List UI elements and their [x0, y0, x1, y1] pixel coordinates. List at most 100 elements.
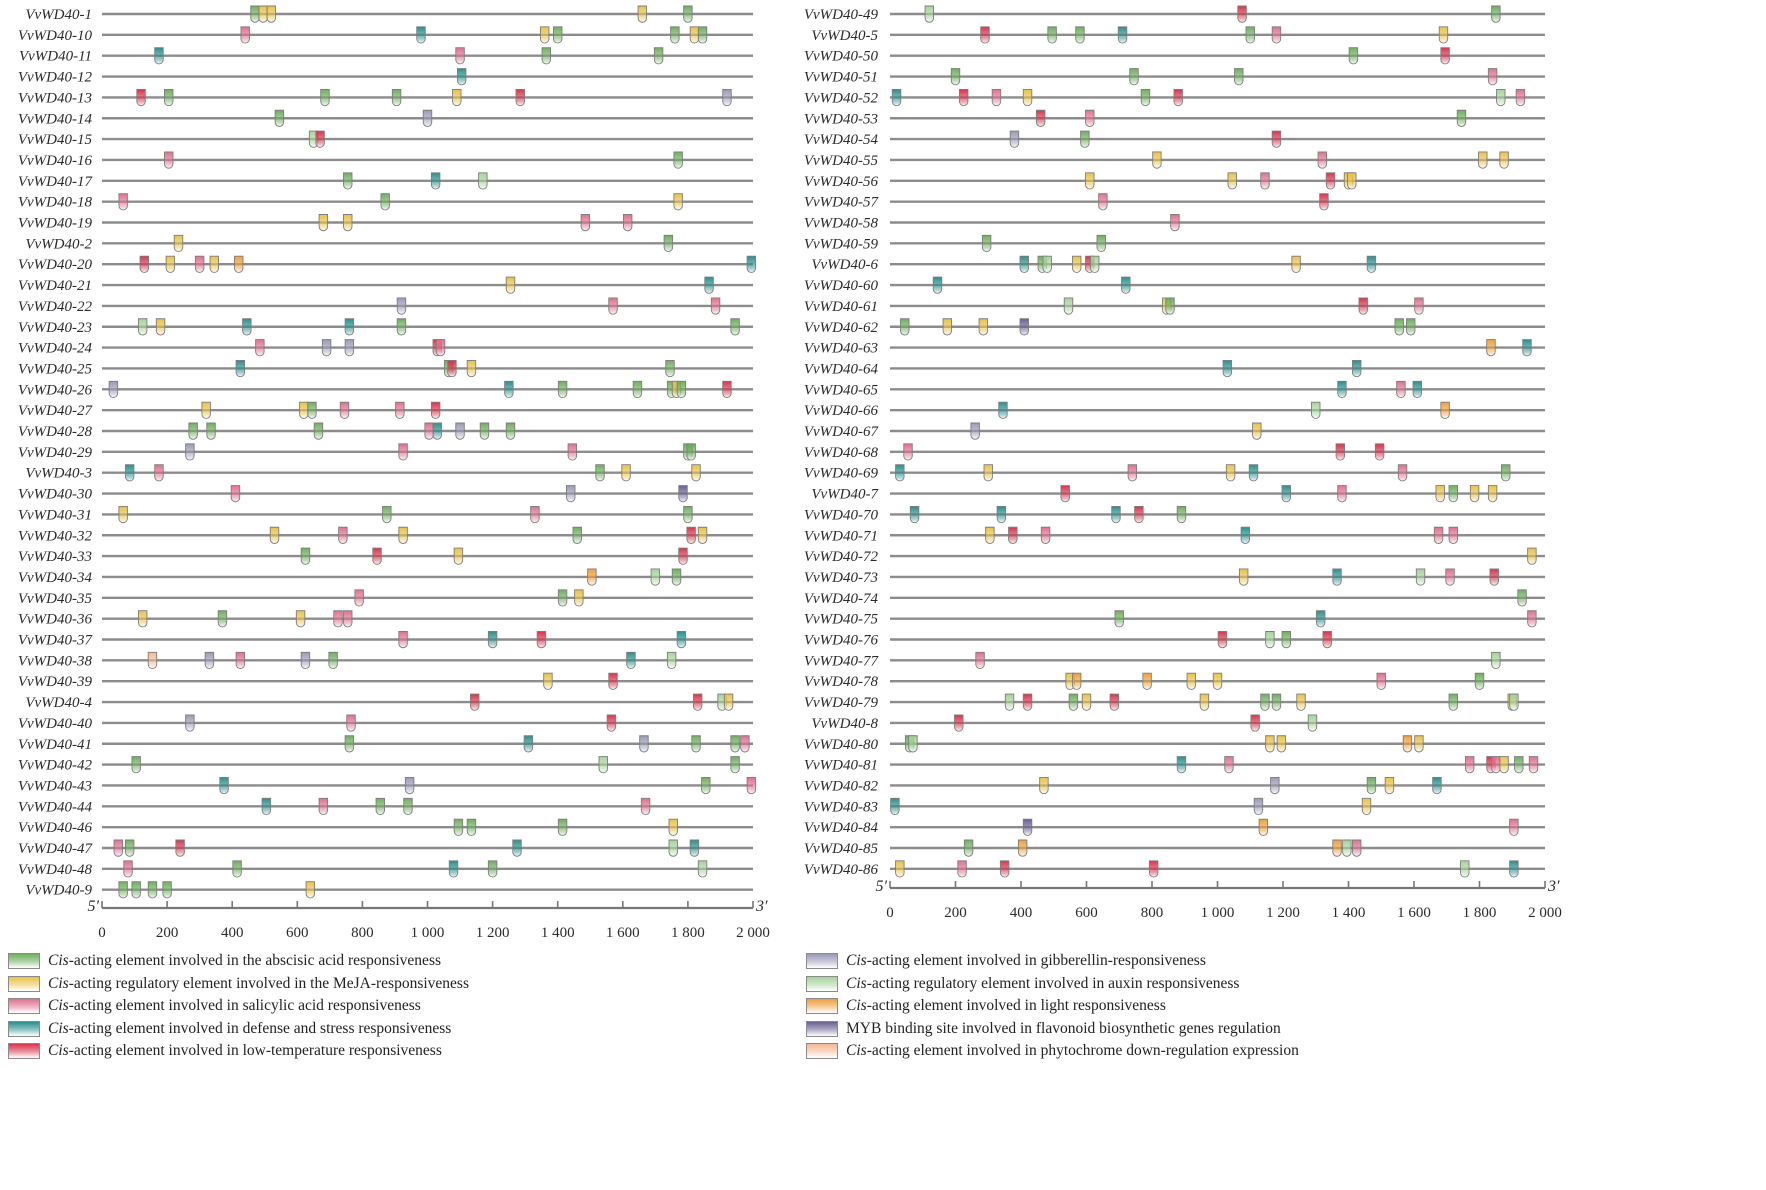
gene-label: VvWD40-74: [804, 591, 879, 607]
gene-label: VvWD40-29: [18, 445, 93, 461]
gene-row: VvWD40-2: [25, 234, 753, 252]
motif-salicylic-acid: [1527, 610, 1537, 628]
axis-tick-label: 800: [351, 925, 374, 941]
motif-abscisic-acid: [188, 422, 198, 440]
motif-meja: [137, 610, 148, 628]
motif-meja: [452, 88, 462, 107]
motif-defense-stress: [154, 47, 164, 65]
motif-low-temperature: [1134, 505, 1144, 524]
motif-auxin: [1307, 714, 1318, 732]
motif-auxin: [1089, 255, 1100, 273]
gene-row: VvWD40-57: [804, 193, 1545, 211]
motif-defense-stress: [1315, 610, 1326, 628]
gene-label: VvWD40-68: [804, 445, 879, 461]
gene-row: VvWD40-29: [18, 443, 753, 461]
gene-label: VvWD40-2: [25, 236, 92, 252]
motif-defense-stress: [1432, 777, 1442, 795]
motif-meja: [1499, 151, 1509, 169]
gene-row: VvWD40-65: [804, 380, 1545, 398]
gene-label: VvWD40-23: [18, 320, 92, 336]
motif-low-temperature: [722, 380, 732, 398]
legend-swatch: [8, 1020, 40, 1037]
motif-defense-stress: [1337, 380, 1347, 398]
gene-label: VvWD40-21: [18, 278, 92, 294]
motif-meja: [1361, 797, 1372, 815]
motif-abscisic-acid: [217, 610, 228, 628]
motif-salicylic-acid: [1224, 756, 1234, 774]
gene-row: VvWD40-32: [18, 526, 753, 544]
motif-light: [1402, 735, 1413, 753]
motif-salicylic-acid: [395, 401, 405, 419]
legend-label: Cis-acting regulatory element involved i…: [48, 974, 469, 992]
motif-auxin: [137, 318, 148, 336]
motif-meja: [1296, 693, 1306, 711]
motif-salicylic-acid: [1376, 672, 1386, 690]
gene-label: VvWD40-65: [804, 382, 879, 398]
motif-meja: [165, 255, 176, 273]
gene-label: VvWD40-71: [804, 528, 878, 544]
gene-row: VvWD40-51: [804, 68, 1545, 86]
motif-abscisic-acid: [479, 422, 490, 440]
five-prime-label: 5′: [876, 878, 888, 895]
motif-defense-stress: [1509, 860, 1519, 878]
gene-label: VvWD40-4: [25, 695, 92, 711]
motif-low-temperature: [980, 26, 990, 44]
gene-row: VvWD40-55: [804, 151, 1545, 169]
motif-salicylic-acid: [255, 339, 265, 357]
legend-item-abscisic-acid: Cis-acting element involved in the absci…: [8, 950, 469, 973]
motif-defense-stress: [432, 422, 442, 440]
motif-defense-stress: [487, 631, 498, 649]
gene-label: VvWD40-34: [18, 570, 93, 586]
gene-label: VvWD40-13: [18, 90, 92, 106]
motif-meja: [1212, 672, 1223, 690]
gene-label: VvWD40-48: [18, 862, 93, 878]
five-prime-label: 5′: [88, 898, 100, 915]
motif-meja: [895, 860, 905, 878]
axis-tick-label: 1 600: [1397, 905, 1431, 921]
gene-label: VvWD40-15: [18, 132, 93, 148]
legend-swatch: [8, 1043, 40, 1060]
motif-defense-stress: [891, 88, 902, 107]
gene-label: VvWD40-35: [18, 591, 93, 607]
motif-low-temperature: [1217, 631, 1228, 649]
motif-low-temperature: [372, 547, 382, 565]
motif-abscisic-acid: [1501, 464, 1511, 482]
motif-salicylic-acid: [567, 443, 578, 461]
motif-salicylic-acid: [154, 464, 164, 482]
gene-label: VvWD40-75: [804, 612, 879, 628]
motif-salicylic-acid: [118, 193, 128, 211]
motif-gibberellin: [396, 297, 407, 315]
motif-salicylic-acid: [640, 797, 651, 815]
motif-myb-binding: [1022, 818, 1033, 836]
motif-abscisic-acid: [118, 881, 128, 899]
motif-abscisic-acid: [320, 88, 330, 107]
motif-salicylic-acid: [1445, 568, 1455, 586]
motif-defense-stress: [746, 255, 757, 273]
gene-row: VvWD40-24: [18, 339, 753, 357]
gene-label: VvWD40-40: [18, 716, 93, 732]
gene-row: VvWD40-68: [804, 443, 1545, 461]
gene-label: VvWD40-49: [804, 7, 879, 23]
motif-salicylic-acid: [113, 839, 123, 857]
motif-meja: [505, 276, 516, 294]
motif-meja: [1499, 756, 1509, 774]
motif-gibberellin: [1270, 777, 1280, 795]
legend-label: Cis-acting element involved in gibberell…: [846, 952, 1206, 970]
motif-defense-stress: [512, 839, 522, 857]
motif-salicylic-acid: [230, 485, 241, 503]
motif-abscisic-acid: [1129, 68, 1139, 86]
motif-meja: [343, 214, 353, 232]
motif-meja: [299, 401, 309, 419]
motif-defense-stress: [998, 401, 1008, 419]
motif-auxin: [1415, 568, 1426, 586]
gene-label: VvWD40-85: [804, 841, 879, 857]
motif-salicylic-acid: [333, 610, 343, 628]
gene-label: VvWD40-59: [804, 236, 879, 252]
motif-low-temperature: [515, 88, 525, 107]
gene-label: VvWD40-77: [804, 653, 880, 669]
gene-row: VvWD40-15: [18, 130, 753, 148]
motif-low-temperature: [1358, 297, 1368, 315]
motif-salicylic-acid: [1396, 380, 1406, 398]
motif-defense-stress: [1117, 26, 1128, 44]
motif-auxin: [666, 651, 677, 670]
